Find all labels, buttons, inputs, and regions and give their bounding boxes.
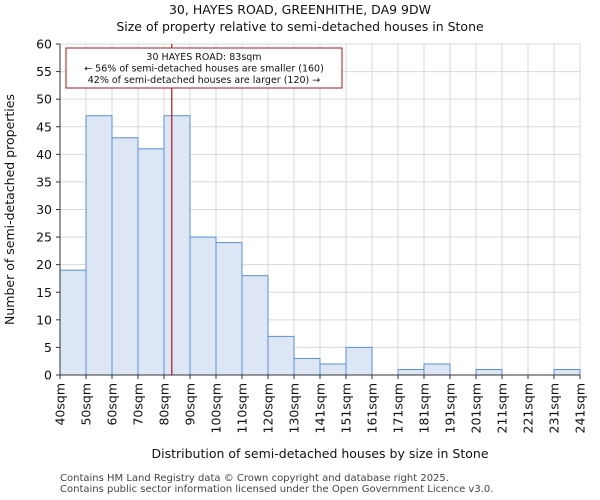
chart-subtitle: Size of property relative to semi-detach… [116,19,484,34]
x-ticks: 40sqm 50sqm 60sqm 70sqm 80sqm 90sqm 100sqm 110s… [53,375,588,433]
footer-copyright: Contains HM Land Registry data © Crown c… [60,473,449,484]
x-tick-label: 100sqm [209,383,224,433]
bar [137,148,165,376]
bar [553,368,581,376]
x-tick-label: 161sqm [365,383,380,433]
y-axis-label: Number of semi-detached properties [2,94,17,325]
y-tick-label: 5 [44,340,52,355]
marker-layer: 30 HAYES ROAD: 83sqm← 56% of semi-detach… [65,44,343,375]
y-tick-label: 30 [36,202,52,217]
annotation-box [65,47,343,89]
y-tick-label: 40 [36,147,52,162]
annotation-line: ← 56% of semi-detached houses are smalle… [84,64,324,75]
bar [345,346,373,376]
footer-licence: Contains public sector information licen… [60,484,494,495]
x-tick-label: 211sqm [495,383,510,433]
bar [85,115,113,376]
chart-title: 30, HAYES ROAD, GREENHITHE, DA9 9DW [168,2,431,17]
x-tick-label: 70sqm [131,383,146,426]
y-tick-label: 35 [36,174,52,189]
bar [215,242,243,376]
bar [163,115,191,376]
y-ticks: 0 5 10 15 20 25 30 35 40 45 50 55 60 [36,37,60,383]
x-tick-label: 40sqm [53,383,68,426]
annotation-line: 30 HAYES ROAD: 83sqm [146,52,261,63]
y-tick-label: 25 [36,230,52,245]
bars [59,115,581,376]
x-tick-label: 221sqm [521,383,536,433]
bar [475,368,503,376]
y-tick-label: 20 [36,257,52,272]
x-tick-label: 60sqm [105,383,120,426]
x-tick-label: 171sqm [391,383,406,433]
x-tick-label: 120sqm [261,383,276,433]
x-tick-label: 50sqm [79,383,94,426]
y-tick-label: 0 [44,368,52,383]
y-tick-label: 45 [36,119,52,134]
bar [423,363,451,376]
bar [267,335,295,376]
x-tick-label: 80sqm [157,383,172,426]
bar [189,236,217,376]
x-tick-label: 191sqm [443,383,458,433]
y-tick-label: 50 [36,92,52,107]
bar [59,269,87,376]
y-tick-label: 55 [36,64,52,79]
x-tick-label: 141sqm [313,383,328,433]
bar [241,275,269,376]
x-tick-label: 110sqm [235,383,250,433]
y-tick-label: 15 [36,285,52,300]
bar [111,137,139,376]
x-tick-label: 90sqm [183,383,198,426]
bar [319,363,347,376]
grid-lines [59,43,581,376]
x-tick-label: 130sqm [287,383,302,433]
y-tick-label: 10 [36,312,52,327]
x-tick-label: 181sqm [417,383,432,433]
x-tick-label: 151sqm [339,383,354,433]
x-axis-label: Distribution of semi-detached houses by … [151,446,488,461]
y-tick-label: 60 [36,37,52,52]
bar [397,368,425,376]
x-tick-label: 231sqm [547,383,562,433]
annotation-line: 42% of semi-detached houses are larger (… [88,75,321,86]
x-tick-label: 241sqm [573,383,588,433]
bar [293,357,321,376]
x-tick-label: 201sqm [469,383,484,433]
